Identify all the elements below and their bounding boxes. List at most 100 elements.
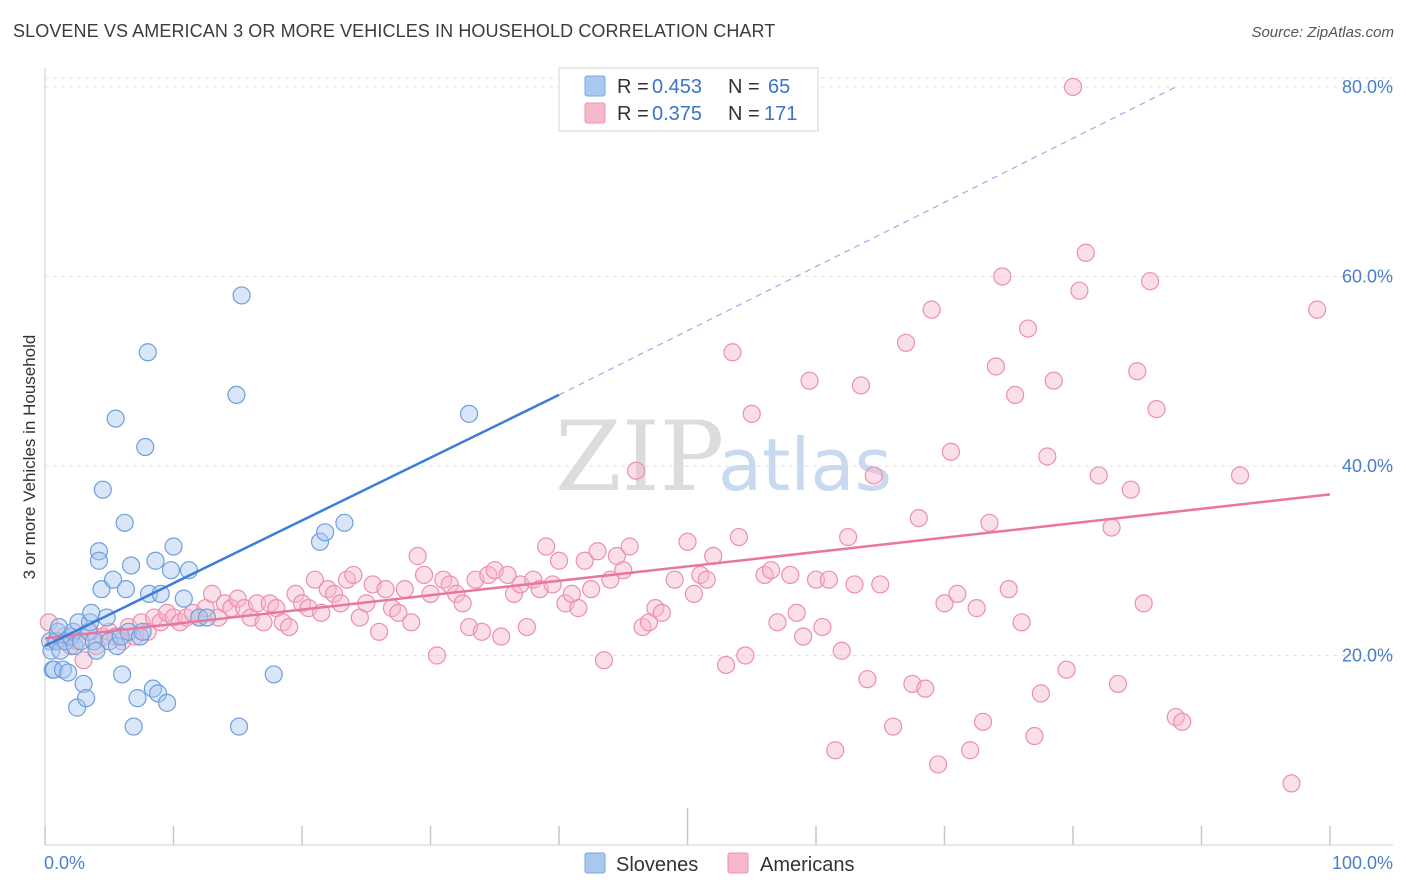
data-point [305, 570, 324, 589]
data-point [794, 627, 813, 646]
data-point [935, 594, 954, 613]
data-point [87, 641, 106, 660]
data-point [402, 613, 421, 632]
data-point [723, 343, 742, 362]
data-point [961, 741, 980, 760]
data-point [112, 665, 132, 684]
series-legend: Slovenes Americans [584, 852, 854, 876]
legend-r-label-americans: R = [617, 103, 649, 125]
data-point [1012, 613, 1031, 632]
data-point [414, 565, 434, 585]
data-point [1057, 660, 1076, 679]
correlation-legend: R = 0.453 N = 65 R = 0.375 N = 171 [558, 67, 819, 132]
data-point [909, 508, 928, 528]
data-point [980, 513, 999, 532]
data-point [89, 542, 109, 561]
data-point [427, 646, 447, 665]
data-point [806, 570, 826, 589]
data-point [286, 584, 305, 603]
data-point [370, 622, 389, 641]
data-point [761, 561, 781, 580]
data-point [742, 404, 761, 423]
data-point [335, 513, 354, 532]
data-point [986, 357, 1006, 376]
legend-label-americans: Americans [760, 854, 854, 876]
legend-swatch-slovenes [584, 75, 606, 97]
legend-swatch-bottom-americans [727, 852, 749, 874]
legend-swatch-americans [584, 102, 606, 124]
data-point [626, 461, 646, 480]
data-point [389, 603, 408, 622]
data-point [569, 599, 588, 618]
legend-swatch-bottom-slovenes [584, 852, 606, 874]
data-point [138, 343, 157, 362]
legend-r-value-americans: 0.375 [652, 103, 702, 125]
data-point [1308, 300, 1327, 319]
data-point [128, 689, 147, 708]
trend-line-americans [44, 493, 1331, 640]
data-point [973, 712, 993, 731]
data-point [1128, 362, 1147, 381]
data-point [1076, 243, 1095, 262]
data-point [82, 603, 101, 622]
trend-line-slovenes [44, 393, 560, 648]
data-point [121, 556, 141, 575]
data-point [1044, 371, 1063, 390]
data-point [77, 689, 96, 708]
chart-title: SLOVENE VS AMERICAN 3 OR MORE VEHICLES I… [13, 21, 776, 41]
data-point [922, 300, 941, 319]
data-point [202, 584, 222, 603]
data-point [916, 679, 935, 698]
legend-n-label-slovenes: N = [728, 76, 760, 98]
data-point [800, 371, 819, 390]
data-point [197, 608, 217, 627]
data-point [716, 655, 736, 675]
y-tick-label: 60.0% [1342, 266, 1393, 286]
watermark-zip: ZIP [555, 401, 724, 513]
data-point [948, 584, 967, 603]
trend-lines [44, 86, 1331, 648]
data-point [871, 575, 890, 594]
x-axis-ticks [44, 808, 1331, 845]
data-point [310, 532, 330, 551]
data-point [1006, 385, 1025, 405]
data-point [116, 580, 136, 599]
data-point [787, 603, 806, 622]
data-point [819, 570, 838, 589]
data-point [1038, 447, 1057, 466]
americans-points [39, 77, 1327, 793]
data-point [174, 589, 193, 608]
data-point [858, 670, 877, 689]
data-point [652, 603, 671, 622]
data-point [146, 551, 165, 570]
data-point [665, 570, 684, 589]
data-point [107, 636, 127, 656]
axes [44, 68, 1393, 846]
data-point [839, 527, 858, 547]
data-point [575, 551, 594, 570]
data-point [232, 286, 251, 305]
legend-n-label-americans: N = [728, 103, 760, 125]
data-point [247, 594, 267, 613]
data-point [813, 617, 832, 637]
x-tick-label-min: 0.0% [44, 853, 85, 873]
legend-r-label-slovenes: R = [617, 76, 649, 98]
y-axis-title: 3 or more Vehicles in Household [20, 335, 39, 580]
y-tick-label: 80.0% [1342, 77, 1393, 97]
data-point [1173, 712, 1192, 731]
data-point [395, 580, 414, 599]
legend-label-slovenes: Slovenes [616, 854, 698, 876]
data-point [928, 755, 948, 774]
data-point [157, 693, 177, 712]
data-point [280, 617, 299, 637]
data-point [993, 267, 1012, 286]
slovenes-points [41, 286, 479, 736]
data-point [588, 542, 607, 561]
data-point [549, 551, 569, 570]
data-point [53, 660, 73, 679]
data-point [1031, 684, 1050, 703]
data-point [999, 580, 1018, 599]
data-point [697, 570, 716, 589]
data-point [832, 641, 851, 660]
data-point [51, 641, 70, 660]
